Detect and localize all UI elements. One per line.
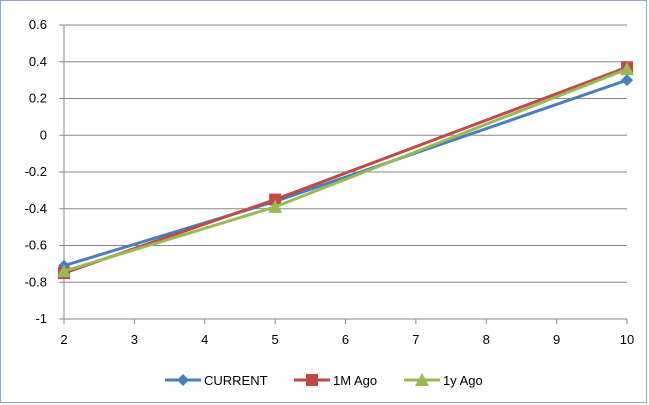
y-tick-label: 0.6 [29,17,47,32]
y-tick-label: -0.8 [25,274,47,289]
legend-label: 1M Ago [333,373,377,388]
legend-marker [415,373,429,386]
legend: CURRENT 1M Ago 1y Ago [165,373,483,388]
data-point [621,74,633,87]
data-point [57,264,71,278]
x-tick-label: 9 [553,332,560,347]
legend-marker [177,374,189,386]
y-tick-label: -0.2 [25,164,47,179]
x-tick-label: 6 [342,332,349,347]
x-tick-label: 3 [131,332,138,347]
x-tick-label: 4 [201,332,208,347]
x-tick-label: 10 [620,332,634,347]
series-group [57,61,634,280]
legend-item-1y-ago: 1y Ago [404,373,483,388]
x-axis-tick-labels: 2 3 4 5 6 7 8 9 10 [60,332,634,347]
data-point [268,199,283,213]
y-tick-label: 0 [40,127,47,142]
legend-label: 1y Ago [443,373,483,388]
data-point [269,193,282,206]
x-tick-label: 8 [483,332,490,347]
legend-item-1m-ago: 1M Ago [294,373,377,388]
x-tick-label: 7 [412,332,419,347]
legend-label: CURRENT [204,373,268,388]
y-axis-tick-labels: 0.6 0.4 0.2 0 -0.2 -0.4 -0.6 -0.8 -1 [25,17,47,326]
y-tick-label: -0.4 [25,201,47,216]
data-point [620,62,634,76]
legend-marker [306,374,318,386]
y-tick-label: 0.2 [29,91,47,106]
legend-item-current: CURRENT [165,373,268,388]
x-tick-label: 5 [272,332,279,347]
y-tick-label: 0.4 [29,54,47,69]
series-1y-ago [57,62,634,278]
x-tick-label: 2 [60,332,67,347]
y-tick-label: -0.6 [25,238,47,253]
y-tick-label: -1 [35,311,47,326]
